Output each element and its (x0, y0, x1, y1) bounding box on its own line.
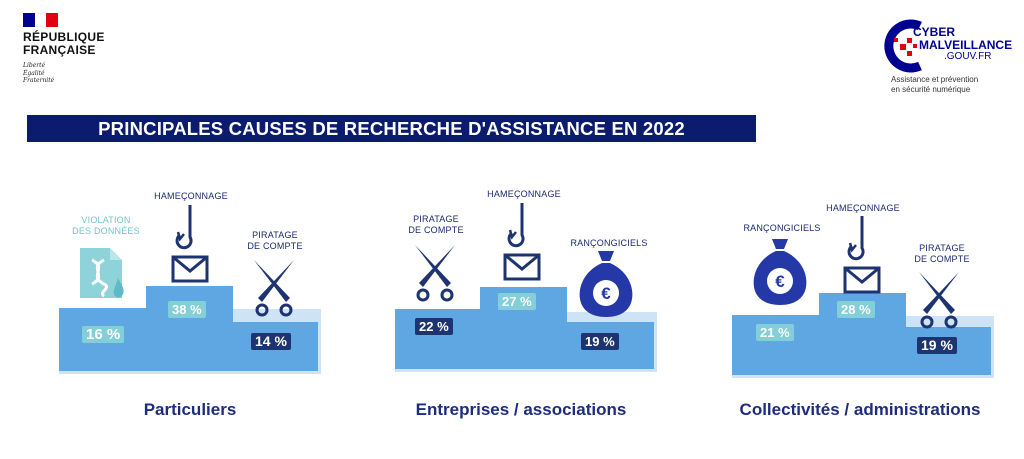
label-phishing: HAMEÇONNAGE (826, 203, 900, 213)
label-account-hacking: PIRATAGE DE COMPTE (247, 230, 303, 251)
cybermalveillance-logo-icon (884, 19, 922, 73)
label-ransomware: RANÇONGICIELS (743, 223, 821, 233)
label-account-hacking: PIRATAGE DE COMPTE (914, 243, 970, 264)
value-phishing: 38 % (168, 301, 206, 318)
republique-francaise-logo-text: RÉPUBLIQUE FRANÇAISE (23, 30, 105, 57)
french-flag-icon (23, 13, 59, 27)
crossed-swords-icon (919, 272, 959, 329)
phishing-hook-envelope-icon (503, 203, 541, 281)
phishing-hook-envelope-icon (843, 216, 881, 294)
svg-text:€: € (601, 284, 611, 303)
group-label-particuliers: Particuliers (143, 400, 237, 419)
label-ransomware: RANÇONGICIELS (570, 238, 648, 248)
label-data-breach: VIOLATION DES DONNÉES (72, 215, 140, 236)
cyber-logo-line2: MALVEILLANCE (919, 38, 1013, 52)
svg-text:€: € (775, 272, 785, 291)
value-account-hacking: 19 % (917, 337, 957, 354)
value-ransomware: 21 % (756, 324, 794, 341)
crossed-swords-icon (415, 245, 455, 302)
group-label-entreprises: Entreprises / associations (415, 400, 627, 419)
label-phishing: HAMEÇONNAGE (154, 191, 228, 201)
data-breach-document-icon (80, 248, 124, 298)
cyber-logo-subtitle: Assistance et prévention en sécurité num… (891, 75, 979, 94)
page-title: PRINCIPALES CAUSES DE RECHERCHE D'ASSIST… (27, 115, 756, 142)
crossed-swords-icon (254, 260, 294, 317)
group-label-collectivites: Collectivités / administrations (739, 400, 981, 419)
phishing-hook-envelope-icon (171, 205, 209, 283)
cyber-logo-line1: CYBER (913, 25, 956, 39)
republique-motto: Liberté Égalité Fraternité (23, 62, 55, 84)
value-phishing: 27 % (498, 293, 536, 310)
cyber-logo-line3: .GOUV.FR (944, 51, 992, 62)
euro-money-bag-icon: € (579, 251, 633, 317)
podium-step-center (146, 286, 233, 371)
euro-money-bag-icon: € (753, 239, 807, 305)
value-data-breach: 16 % (82, 326, 125, 343)
value-phishing: 28 % (837, 301, 875, 318)
value-ransomware: 19 % (581, 333, 619, 350)
label-account-hacking: PIRATAGE DE COMPTE (408, 214, 464, 235)
value-account-hacking: 22 % (415, 318, 453, 335)
value-account-hacking: 14 % (251, 333, 291, 350)
label-phishing: HAMEÇONNAGE (487, 189, 561, 199)
